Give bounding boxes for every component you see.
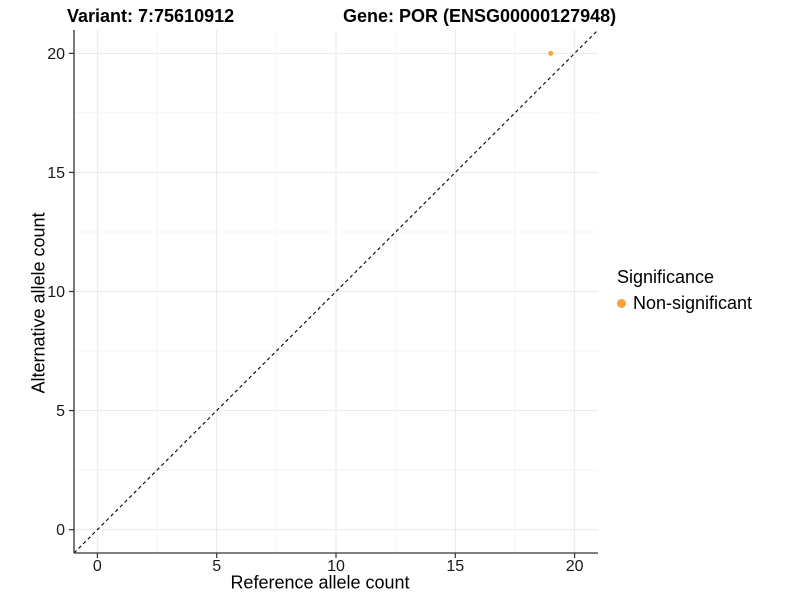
x-tick-label: 15 — [446, 558, 464, 575]
y-tick-label: 5 — [56, 403, 65, 420]
legend: Significance Non-significant — [617, 267, 752, 314]
x-tick-label: 20 — [566, 558, 584, 575]
legend-item: Non-significant — [617, 293, 752, 314]
y-axis-title: Alternative allele count — [28, 212, 49, 394]
y-tick-label: 0 — [56, 522, 65, 539]
legend-item-label: Non-significant — [633, 293, 753, 313]
y-tick-label: 20 — [47, 46, 65, 63]
x-axis-title: Reference allele count — [230, 572, 410, 593]
y-tick-label: 15 — [47, 165, 65, 182]
plot-title-gene: Gene: POR (ENSG00000127948) — [343, 6, 617, 26]
data-point — [548, 50, 554, 56]
legend-key-dot — [617, 299, 626, 308]
plot-title-variant: Variant: 7:75610912 — [67, 6, 235, 26]
x-tick-label: 10 — [327, 558, 345, 575]
x-tick-label: 0 — [93, 558, 102, 575]
legend-title: Significance — [617, 267, 715, 287]
y-tick-label: 10 — [47, 284, 65, 301]
x-tick-label: 5 — [212, 558, 221, 575]
